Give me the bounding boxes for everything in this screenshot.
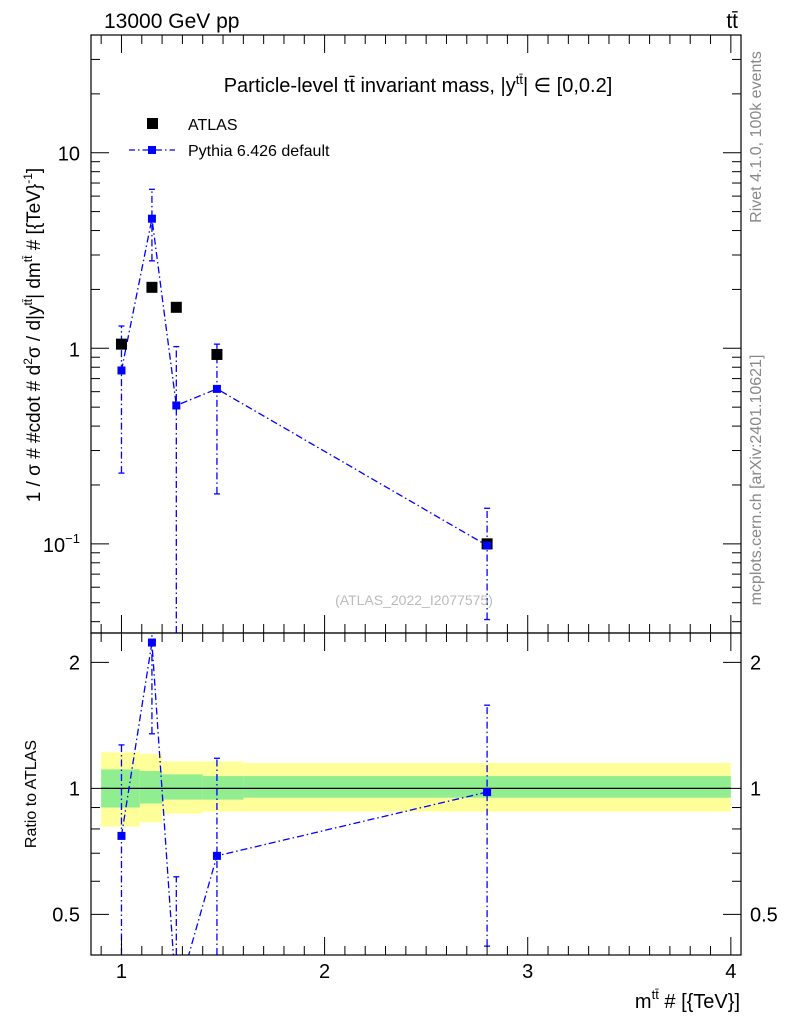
ylabel-a: 1 / σ # #cdot # d bbox=[24, 365, 45, 502]
analysis-watermark: (ATLAS_2022_I2077575) bbox=[335, 592, 493, 608]
ratio-y-tick-label-right: 2 bbox=[750, 652, 761, 674]
pythia-data-point bbox=[212, 384, 221, 393]
title-prefix: Particle-level bbox=[224, 75, 344, 97]
ratio-y-tick-label-right: 1 bbox=[750, 778, 761, 800]
ratio-y-label: Ratio to ATLAS bbox=[23, 740, 40, 848]
legend-atlas-marker bbox=[147, 118, 158, 129]
atlas-data-point bbox=[115, 338, 127, 350]
x-tick-label: 1 bbox=[116, 961, 127, 983]
title-suffix: | ∈ [0,0.2] bbox=[523, 75, 612, 97]
xlabel-a: m bbox=[635, 991, 652, 1013]
ratio-data-point bbox=[212, 851, 221, 860]
pythia-data-point bbox=[147, 214, 156, 223]
x-tick-label: 3 bbox=[522, 961, 533, 983]
title-sup: tt̄ bbox=[516, 72, 524, 87]
pythia-data-point bbox=[172, 401, 181, 410]
uncertainty-band-inner bbox=[139, 771, 163, 804]
mcplots-label: mcplots.cern.ch [arXiv:2401.10621] bbox=[748, 355, 765, 606]
xlabel-b: # [{TeV}] bbox=[659, 991, 740, 1013]
ylabel-c: | dm bbox=[24, 262, 45, 299]
energy-label: 13000 GeV pp bbox=[104, 10, 239, 33]
pythia-data-point bbox=[483, 541, 492, 550]
uncertainty-band-inner bbox=[162, 774, 203, 800]
legend-pythia-label: Pythia 6.426 default bbox=[188, 143, 330, 160]
ratio-data-point bbox=[117, 831, 126, 840]
ratio-frame bbox=[90, 632, 742, 956]
pythia-data-point bbox=[117, 366, 126, 375]
atlas-data-point bbox=[146, 281, 158, 293]
legend-atlas-label: ATLAS bbox=[188, 117, 238, 134]
ylabel-d: # [{TeV} bbox=[24, 184, 45, 256]
main-y-tick-label: 10−1 bbox=[43, 531, 80, 557]
ratio-panel: 0.5 0.5 1 1 2 2 1 2 3 4 Ratio to ATLAS mtt̄ # [{T… bbox=[23, 632, 778, 1013]
uncertainty-band-inner bbox=[243, 776, 731, 798]
rivet-version-label: Rivet 4.1.0, 100k events bbox=[748, 51, 765, 223]
ratio-y-tick-label-left: 1 bbox=[69, 778, 80, 800]
atlas-data-point bbox=[170, 301, 182, 313]
title-tt: tt̄ bbox=[344, 75, 356, 97]
ratio-data-point bbox=[147, 638, 156, 647]
x-tick-label: 2 bbox=[319, 961, 330, 983]
ylabel-sup-tt1: tt̄ bbox=[21, 298, 35, 305]
ratio-y-tick-label-left: 0.5 bbox=[52, 904, 80, 926]
pythia-line bbox=[120, 218, 488, 547]
xlabel-sup: tt̄ bbox=[652, 987, 660, 1002]
ylabel-e: ] bbox=[24, 168, 45, 173]
atlas-data-point bbox=[211, 348, 223, 360]
ratio-data-point bbox=[483, 788, 492, 797]
main-y-label: 1 / σ # #cdot # d2σ / d|ytt̄| dmtt̄ # [{… bbox=[21, 168, 45, 502]
main-y-tick-label-exponent: −1 bbox=[65, 531, 80, 546]
title-middle: invariant mass, |y bbox=[355, 75, 516, 97]
ratio-y-tick-label-right: 0.5 bbox=[750, 904, 778, 926]
ratio-y-tick-label-left: 2 bbox=[69, 652, 80, 674]
x-axis-label: mtt̄ # [{TeV}] bbox=[635, 987, 740, 1013]
main-y-tick-label-base: 10 bbox=[43, 535, 65, 557]
legend: ATLAS Pythia 6.426 default bbox=[129, 117, 330, 160]
main-y-tick-label: 10 bbox=[58, 144, 80, 166]
process-label: tt̄ bbox=[726, 10, 738, 33]
main-y-tick-label: 1 bbox=[69, 339, 80, 361]
ratio-pythia-line bbox=[120, 642, 488, 955]
x-tick-label: 4 bbox=[725, 961, 736, 983]
ylabel-sup-m1: -1 bbox=[21, 173, 35, 184]
ylabel-sup-tt2: tt̄ bbox=[21, 255, 35, 262]
ylabel-b: σ / d|y bbox=[24, 305, 45, 358]
legend-pythia-marker bbox=[148, 146, 156, 154]
chart-title: Particle-level tt̄ invariant mass, |ytt̄… bbox=[224, 72, 613, 97]
ylabel-sup2: 2 bbox=[21, 358, 35, 365]
